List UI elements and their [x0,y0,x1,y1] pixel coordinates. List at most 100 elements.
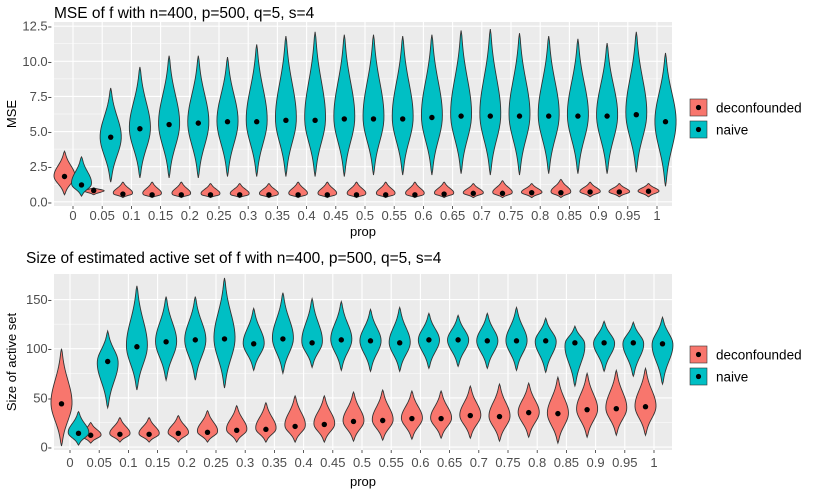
mean-point-naive [572,340,578,346]
violin-deconfounded [459,384,482,440]
violin-naive [71,155,92,198]
mean-point-deconfounded [587,189,593,195]
mean-point-naive [367,338,374,344]
violin-naive [301,296,323,369]
legend-dot-naive [695,373,702,380]
violin-deconfounded [375,181,396,199]
violin-naive [362,34,385,176]
y-tick-label: 12.5- [22,19,52,34]
violin-deconfounded [546,375,569,445]
violin-naive [537,35,560,174]
mean-point-deconfounded [526,409,532,416]
violin-naive [388,305,411,373]
violin-deconfounded [576,371,599,439]
x-tick-label: 0.75 [495,455,520,470]
active-set-x-axis-label: prop [350,474,376,489]
active-set-legend: deconfounded naive [689,345,802,386]
violin-deconfounded [488,382,511,443]
mean-point-naive [221,336,228,342]
mse-x-tick-labels: 0 0.05 0.1 0.15 0.2 0.25 0.3 0.35 0.4 0.45 0.5 0.55… [69,206,661,223]
mean-point-naive [400,116,406,122]
violin-naive [566,38,589,174]
legend-label-deconfounded: deconfounded [716,101,802,116]
active-set-violins [50,277,674,447]
x-tick-label: 0.3 [236,455,254,470]
violin-naive [330,299,353,372]
violin-deconfounded [200,182,221,199]
violin-naive [216,57,239,177]
x-tick-label: 0.55 [379,455,404,470]
x-tick-label: 0.7 [473,208,491,223]
violin-naive [593,320,616,373]
mean-point-naive [575,113,581,119]
x-tick-label: 0.9 [590,208,608,223]
violin-naive [271,292,294,376]
violin-naive [274,35,297,177]
violin-naive [187,55,210,178]
x-tick-label: 0.8 [531,208,549,223]
mse-y-tick-labels: 0.0- 2.5- 5.0- 7.5- 10.0- 12.5- [22,19,52,210]
x-tick-label: 0.65 [437,455,462,470]
mean-point-naive [341,116,347,122]
x-tick-label: 0.65 [440,208,465,223]
x-tick-label: 0.85 [554,455,579,470]
violin-deconfounded [288,181,308,199]
violin-deconfounded [229,182,250,199]
mean-point-deconfounded [88,432,94,438]
active-set-y-axis-label: Size of active set [4,312,19,411]
x-tick-label: 0.05 [87,455,112,470]
x-tick-label: 1 [650,455,657,470]
mean-point-naive [633,112,639,118]
x-tick-label: 0.4 [298,208,316,223]
mean-point-naive [429,114,435,121]
x-tick-label: 0.55 [382,208,407,223]
mean-point-deconfounded [120,191,126,197]
mean-point-deconfounded [467,412,473,419]
mean-point-deconfounded [237,192,243,198]
mean-point-deconfounded [175,430,181,436]
violin-naive [564,324,586,388]
mean-point-naive [546,113,552,119]
x-tick-label: 1 [653,208,660,223]
mean-point-deconfounded [412,192,418,198]
violin-naive [245,44,268,177]
mean-point-deconfounded [146,431,152,437]
mean-point-deconfounded [555,410,561,417]
mse-x-axis-label: prop [350,224,376,239]
violin-naive [125,285,148,391]
violin-deconfounded [346,181,367,199]
violin-deconfounded [317,181,338,199]
legend-label-naive: naive [716,123,748,138]
mse-y-axis-label: MSE [4,100,19,129]
mean-point-deconfounded [441,191,447,197]
x-tick-label: 0.25 [206,208,231,223]
mean-point-naive [455,337,461,343]
mean-point-naive [601,340,607,346]
violin-deconfounded [492,180,513,199]
violin-deconfounded [138,416,160,443]
violin-deconfounded [171,181,192,199]
violin-deconfounded [258,182,279,199]
mean-point-deconfounded [234,427,240,434]
y-tick-label: 150- [26,292,52,307]
legend-dot-naive [695,126,702,133]
mean-point-naive [137,126,143,132]
y-tick-label: 50- [33,390,52,405]
violin-naive [651,315,674,386]
x-tick-label: 0.85 [557,208,582,223]
violin-deconfounded [462,182,484,199]
violin-deconfounded [430,389,453,440]
mean-point-deconfounded [207,192,214,198]
violin-naive [479,28,502,176]
mean-point-naive [543,338,549,344]
violin-naive [534,317,557,374]
x-tick-label: 0.6 [411,455,429,470]
mse-chart-title: MSE of f with n=400, p=500, q=5, s=4 [54,5,315,22]
violin-deconfounded [434,181,455,199]
mean-point-naive [604,113,610,119]
violin-naive [128,66,151,178]
violin-deconfounded [255,401,277,443]
mean-point-deconfounded [529,189,535,196]
x-tick-label: 0.15 [145,455,170,470]
mean-point-naive [283,117,289,124]
